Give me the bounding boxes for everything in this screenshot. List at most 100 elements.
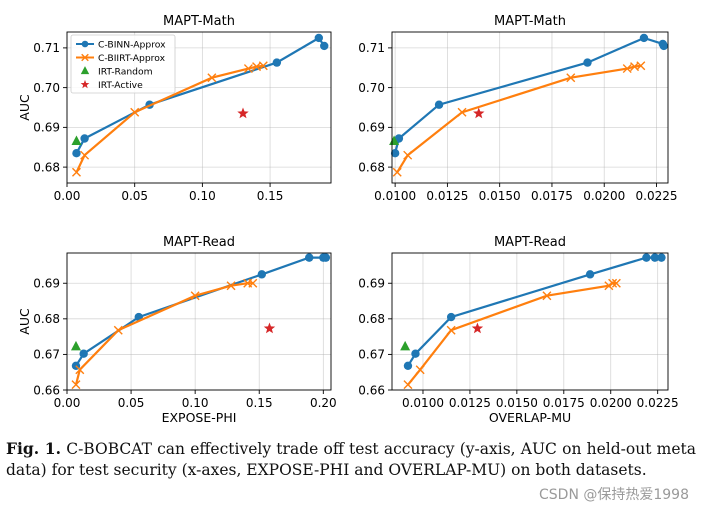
series-line: [394, 36, 665, 154]
circle-marker: [583, 58, 592, 67]
triangle-marker: [400, 340, 411, 351]
x-tick-label: 0.0225: [636, 189, 678, 203]
y-tick-label: 0.70: [358, 81, 385, 95]
x-marker: [415, 365, 425, 375]
x-marker: [75, 365, 85, 375]
y-axis-label: AUC: [17, 308, 32, 335]
circle-marker: [257, 270, 266, 279]
circle-marker: [72, 148, 81, 158]
triangle-marker: [70, 340, 81, 351]
y-tick-label: 0.69: [358, 121, 385, 135]
chart-panel-2: 0.0100 0.0125 0.0150 0.0175 0.0200 0.0225 0.68…: [358, 14, 677, 203]
x-tick-label: 0.10: [189, 189, 216, 203]
figure-panels: 0.00 0.05 0.10 0.15 0.68 0.69 0.70 0.71 MAPT-Mat…: [17, 14, 679, 425]
x-tick-label: 0.0100: [402, 396, 444, 410]
y-tick-label: 0.68: [358, 312, 385, 326]
y-tick-label: 0.71: [33, 41, 60, 55]
y-tick-label: 0.69: [33, 277, 60, 291]
legend-box: [70, 34, 176, 94]
x-tick-label: 0.0200: [590, 396, 632, 410]
x-marker: [71, 380, 81, 390]
x-marker: [190, 291, 200, 301]
axes-frame: [391, 31, 669, 184]
x-marker: [457, 107, 467, 117]
triangle-marker: [71, 135, 82, 146]
legend: C-BINN-Approx C-BIIRT-Approx IRT-Random IRT…: [70, 34, 176, 94]
circle-marker: [657, 253, 666, 262]
x-marker: [392, 167, 402, 177]
x-marker: [403, 150, 413, 160]
x-tick-label: 0.0175: [543, 396, 585, 410]
x-marker: [207, 73, 217, 83]
x-tick-label: 0.15: [246, 396, 273, 410]
circle-marker: [403, 361, 413, 371]
circle-marker: [659, 41, 669, 51]
x-tick-label: 0.05: [118, 396, 145, 410]
circle-marker: [446, 312, 456, 322]
x-marker: [71, 167, 81, 177]
legend-label: IRT-Random: [98, 67, 153, 78]
x-tick-label: 0.0100: [374, 189, 416, 203]
x-marker: [608, 278, 618, 288]
chart-panel-1: 0.00 0.05 0.10 0.15 0.68 0.69 0.70 0.71 MAPT-Mat…: [17, 14, 332, 203]
y-tick-label: 0.68: [358, 160, 385, 174]
y-tick-label: 0.69: [33, 121, 60, 135]
caption-text: C-BOBCAT can effectively trade off test …: [6, 440, 696, 479]
x-axis-label: OVERLAP-MU: [489, 410, 571, 425]
x-marker: [403, 380, 413, 390]
chart-panel-3: 0.00 0.05 0.10 0.15 0.20 0.66 0.67 0.68 0.69 MAPT…: [17, 235, 337, 425]
x-tick-label: 0.0150: [479, 189, 521, 203]
y-tick-label: 0.69: [358, 277, 385, 291]
y-axis-label: AUC: [17, 94, 32, 121]
y-tick-label: 0.67: [33, 348, 60, 362]
circle-marker: [394, 134, 404, 143]
x-marker: [243, 64, 253, 74]
star-marker: [473, 107, 485, 119]
circle-marker: [434, 100, 444, 109]
legend-item: IRT-Random: [80, 66, 153, 78]
x-tick-label: 0.00: [54, 396, 81, 410]
circle-marker: [81, 40, 89, 48]
x-tick-label: 0.20: [310, 396, 337, 410]
circle-marker: [390, 148, 400, 158]
y-tick-label: 0.71: [358, 41, 385, 55]
series-line: [75, 256, 326, 367]
series-line: [407, 256, 662, 367]
x-marker: [636, 61, 646, 71]
circle-marker: [411, 349, 420, 358]
circle-marker: [305, 253, 314, 262]
circle-marker: [320, 41, 329, 51]
chart-title: MAPT-Read: [494, 235, 566, 250]
x-tick-label: 0.00: [54, 189, 81, 203]
circle-marker: [639, 33, 649, 43]
x-axis-label: EXPOSE-PHI: [162, 410, 237, 425]
chart-title: MAPT-Math: [163, 14, 235, 29]
legend-label: IRT-Active: [98, 80, 143, 91]
y-tick-label: 0.70: [33, 81, 60, 95]
y-tick-label: 0.66: [33, 383, 60, 397]
caption-label: Fig. 1.: [6, 439, 61, 458]
watermark: CSDN @保持热爱1998: [539, 487, 689, 503]
x-marker: [542, 291, 552, 301]
y-tick-label: 0.67: [358, 348, 385, 362]
y-tick-label: 0.68: [33, 160, 60, 174]
axes-frame: [391, 252, 669, 391]
star-marker: [80, 79, 90, 89]
x-marker: [622, 64, 632, 74]
x-marker: [611, 278, 621, 288]
x-tick-label: 0.0125: [426, 189, 468, 203]
x-marker: [258, 61, 268, 71]
legend-label: C-BINN-Approx: [98, 40, 166, 51]
x-tick-label: 0.0175: [531, 189, 573, 203]
x-tick-label: 0.0225: [637, 396, 679, 410]
legend-item: IRT-Active: [80, 79, 143, 91]
circle-marker: [650, 253, 660, 262]
star-marker: [237, 107, 249, 119]
figure-caption: Fig. 1. C-BOBCAT can effectively trade o…: [6, 438, 696, 481]
star-marker: [263, 322, 276, 334]
chart-title: MAPT-Read: [163, 235, 235, 250]
circle-marker: [79, 349, 88, 358]
y-tick-label: 0.66: [358, 383, 385, 397]
x-marker: [446, 325, 456, 335]
x-tick-label: 0.0200: [583, 189, 625, 203]
